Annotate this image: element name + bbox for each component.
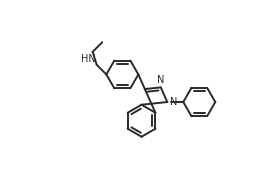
Text: N: N: [157, 75, 165, 85]
Text: N: N: [170, 97, 177, 107]
Text: HN: HN: [81, 54, 95, 64]
